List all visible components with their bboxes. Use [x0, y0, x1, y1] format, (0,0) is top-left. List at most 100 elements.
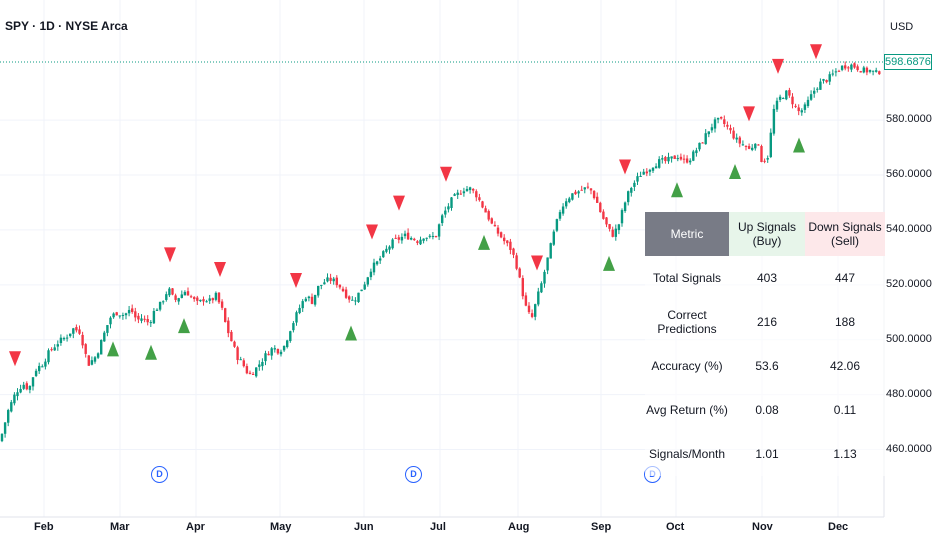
price-tick-label: 560.00000 — [886, 168, 932, 181]
buy-signal-arrow — [603, 255, 615, 271]
currency-label[interactable]: USD — [890, 21, 914, 33]
candle-body — [710, 127, 714, 131]
candle-body — [537, 291, 540, 305]
candle-body — [16, 392, 19, 397]
candle-body — [419, 239, 422, 245]
candle-body — [437, 224, 441, 237]
candle-body — [840, 65, 844, 70]
candle-body — [515, 255, 518, 269]
candle-body — [871, 70, 875, 72]
candles-layer — [0, 61, 881, 443]
candle-body — [468, 187, 472, 191]
candle-body — [605, 217, 608, 225]
candle-body — [484, 208, 487, 213]
buy-signal-arrow — [793, 137, 805, 153]
sell-signal-arrow — [393, 195, 405, 211]
candle-body — [701, 142, 704, 144]
candle-body — [59, 337, 63, 344]
candle-body — [459, 193, 462, 195]
time-tick-label: Aug — [508, 521, 530, 533]
candle-body — [267, 353, 270, 356]
candle-body — [751, 147, 754, 150]
candle-body — [131, 308, 134, 313]
header-up-signals: Up Signals (Buy) — [729, 212, 805, 256]
candle-body — [230, 331, 233, 342]
candle-body — [540, 283, 543, 293]
sell-signal-arrow — [440, 166, 452, 182]
candle-body — [853, 63, 856, 68]
candle-body — [775, 100, 779, 110]
candle-body — [50, 349, 53, 351]
chart-symbol-title[interactable]: SPY · 1D · NYSE Arca — [5, 19, 128, 33]
candle-body — [379, 258, 382, 261]
candle-body — [65, 337, 69, 339]
candle-body — [127, 309, 131, 314]
candle-body — [707, 131, 710, 135]
candle-body — [648, 169, 652, 172]
signal-stats-table: Metric Up Signals (Buy) Down Signals (Se… — [645, 212, 885, 476]
row-metric: Correct Predictions — [645, 300, 729, 344]
candle-body — [859, 71, 862, 73]
candle-body — [720, 117, 723, 119]
candle-body — [558, 212, 562, 219]
sell-signal-arrow — [810, 44, 822, 60]
candle-body — [695, 150, 698, 154]
candle-body — [806, 99, 810, 107]
candle-body — [844, 65, 847, 69]
candle-body — [620, 210, 624, 224]
candle-body — [171, 288, 174, 295]
candle-body — [441, 215, 444, 224]
table-row: Total Signals 403 447 — [645, 256, 885, 300]
candle-body — [276, 349, 280, 354]
candle-body — [323, 282, 326, 285]
candle-body — [273, 348, 276, 350]
candle-body — [658, 159, 661, 168]
candle-body — [25, 383, 28, 390]
candle-body — [366, 277, 369, 285]
candle-body — [642, 171, 645, 175]
sell-signal-arrow — [366, 224, 378, 240]
candle-body — [7, 410, 10, 423]
candle-body — [31, 377, 35, 387]
time-tick-label: Apr — [186, 521, 205, 533]
candle-body — [357, 292, 360, 303]
candle-body — [19, 388, 22, 393]
candle-body — [422, 238, 425, 241]
candle-body — [354, 300, 357, 302]
candle-body — [382, 251, 385, 258]
candle-body — [375, 261, 379, 265]
table-row: Signals/Month 1.01 1.13 — [645, 432, 885, 476]
candle-body — [47, 350, 50, 363]
candle-body — [599, 202, 602, 213]
candle-body — [769, 132, 772, 157]
candle-body — [410, 238, 413, 240]
candle-body — [183, 291, 187, 296]
candle-body — [530, 313, 534, 317]
candle-body — [831, 73, 834, 75]
candle-body — [735, 137, 738, 140]
sell-signal-arrow — [743, 106, 755, 122]
candle-body — [611, 229, 614, 237]
candle-body — [447, 206, 450, 210]
candle-body — [583, 187, 586, 190]
candle-body — [726, 124, 729, 127]
candle-body — [518, 268, 521, 278]
dividend-marker[interactable]: D — [151, 466, 168, 483]
candle-body — [465, 188, 469, 192]
candle-body — [397, 237, 400, 240]
candle-body — [344, 289, 348, 298]
candle-body — [199, 299, 202, 302]
time-tick-label: Mar — [110, 521, 130, 533]
row-down: 447 — [805, 256, 885, 300]
dividend-marker[interactable]: D — [405, 466, 422, 483]
buy-signal-arrow — [107, 341, 119, 357]
candle-body — [270, 348, 273, 356]
candle-body — [38, 365, 41, 372]
candle-body — [189, 296, 193, 298]
candle-body — [816, 88, 819, 90]
candle-body — [741, 144, 745, 146]
candle-body — [475, 191, 478, 198]
candle-body — [744, 145, 748, 147]
table-row: Accuracy (%) 53.6 42.06 — [645, 344, 885, 388]
